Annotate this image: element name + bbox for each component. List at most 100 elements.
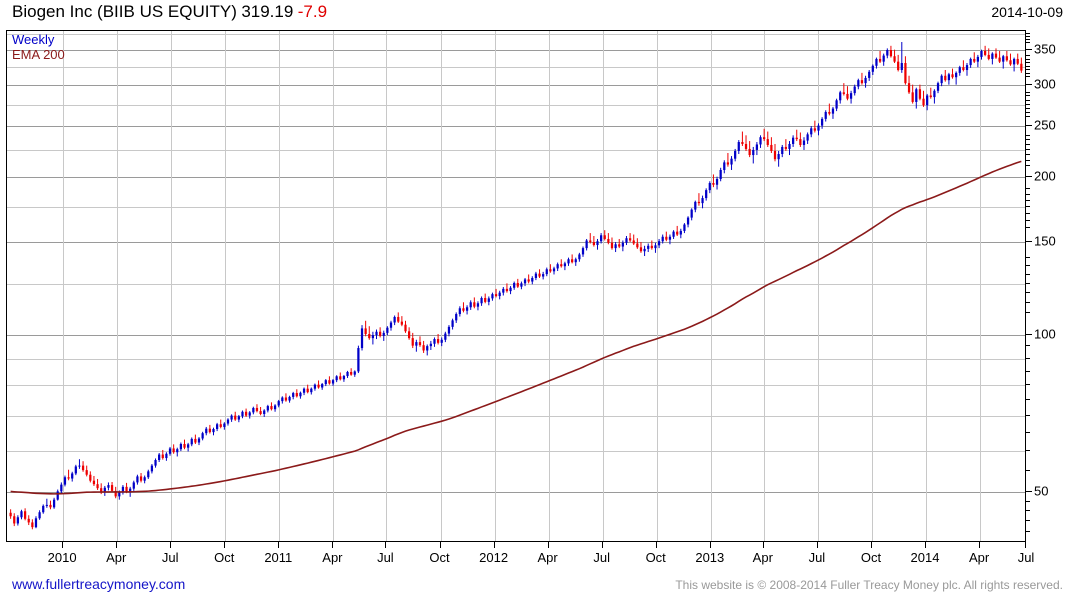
gridline-horizontal [7,207,1025,209]
y-axis-tick [1026,139,1030,141]
x-axis-tick [170,542,172,548]
x-axis-label: Apr [106,550,127,565]
y-axis-tick [1026,125,1032,127]
gridline-horizontal [7,415,1025,417]
y-axis-tick [1026,144,1030,146]
x-axis-tick [925,542,926,548]
y-axis: 50 100 150 200 250 300 350 [1026,30,1075,542]
y-axis-tick [1026,399,1030,400]
x-axis-tick [493,542,495,548]
y-axis-tick [1026,370,1030,372]
y-axis-label: 150 [1034,233,1056,249]
gridline-horizontal [7,177,1025,178]
y-axis-tick [1026,69,1030,71]
y-axis-tick [1026,154,1030,156]
gridline-horizontal [7,242,1025,244]
gridline-vertical [386,31,388,541]
legend-periodicity: Weekly [12,32,55,47]
y-axis-tick [1026,241,1032,243]
x-axis-label: Oct [860,550,882,565]
gridline-horizontal [7,358,1025,360]
x-axis-tick [979,542,981,548]
instrument-name: Biogen Inc (BIIB US EQUITY) [12,2,237,21]
ema-200-line [10,160,1022,495]
y-axis-tick [1026,292,1030,294]
gridline-vertical [710,31,712,541]
x-axis-label: Jul [593,550,610,565]
gridline-vertical [548,31,550,541]
y-axis-tick [1026,164,1030,166]
x-axis: 2010 Apr Jul Oct 2011 Apr Jul Oct 2012 Apr Jul Oct 2… [6,542,1034,570]
y-axis-tick [1026,431,1030,433]
y-axis-tick [1026,273,1030,275]
y-axis-tick [1026,76,1030,78]
price-change: -7.9 [297,2,328,21]
y-axis-tick [1026,212,1030,214]
y-axis-tick [1026,520,1030,522]
copyright-notice: This website is © 2008-2014 Fuller Treac… [675,578,1063,592]
x-axis-tick [224,542,226,548]
gridline-vertical [494,31,496,541]
x-axis-tick [601,542,603,548]
x-axis-label: Jul [808,550,826,565]
y-axis-tick [1026,333,1032,335]
gridline-vertical [279,31,281,541]
legend-ema-200: EMA 200 [12,46,65,62]
x-axis-label: Apr [537,550,558,565]
gridline-horizontal [7,126,1025,128]
y-axis-tick [1026,500,1030,502]
chart-plot-area[interactable]: Weekly EMA 200 [6,30,1026,542]
y-axis-label: 300 [1034,76,1056,92]
y-axis-tick [1026,193,1030,195]
gridline-horizontal [7,150,1025,152]
gridline-horizontal [7,84,1025,86]
page-title: Biogen Inc (BIIB US EQUITY) 319.19 -7.9 [12,2,327,22]
y-axis-label: 250 [1034,117,1056,133]
x-axis-tick [116,542,118,548]
gridline-vertical [926,31,927,541]
x-axis-label: 2012 [479,550,509,565]
x-axis-label: Oct [214,550,235,565]
y-axis-tick [1026,72,1030,74]
x-axis-tick [871,542,872,548]
chart-header: Biogen Inc (BIIB US EQUITY) 319.19 -7.9 … [0,0,1075,26]
x-axis-label: Oct [645,550,666,565]
y-axis-tick [1026,55,1030,57]
y-axis-tick [1026,134,1030,136]
y-axis-tick [1026,42,1030,44]
x-axis-tick [62,542,64,548]
y-axis-tick [1026,199,1030,201]
x-axis-label: Jul [161,550,179,565]
gridline-vertical [602,31,604,541]
gridline-vertical [225,31,227,541]
candlestick-series [9,42,1023,530]
x-axis-tick [547,542,549,548]
y-axis-tick [1026,265,1030,267]
y-axis-tick [1026,219,1030,221]
y-axis-tick [1026,159,1030,161]
y-axis-tick [1026,384,1030,386]
y-axis-tick [1026,176,1032,177]
y-axis-tick [1026,301,1030,303]
last-price: 319.19 [241,2,294,21]
gridline-horizontal [7,334,1025,336]
y-axis-tick [1026,282,1030,284]
y-axis-tick [1026,33,1030,34]
y-axis-tick [1026,530,1030,532]
gridline-horizontal [7,283,1025,285]
chart-series-layer [9,42,1023,530]
x-axis-tick [385,542,387,548]
site-link[interactable]: www.fullertreacymoney.com [12,576,186,592]
chart-footer: www.fullertreacymoney.com This website i… [0,574,1075,600]
gridline-vertical [333,31,335,541]
gridline-vertical [656,31,658,541]
x-axis-label: 2013 [695,550,725,565]
x-axis-tick [709,542,711,548]
y-axis-label: 100 [1034,326,1056,342]
gridline-vertical [872,31,873,541]
y-axis-tick [1026,257,1030,259]
gridline-horizontal [7,104,1025,106]
gridline-vertical [171,31,173,541]
x-axis-tick [762,542,764,548]
x-axis-label: Jul [1017,550,1035,565]
